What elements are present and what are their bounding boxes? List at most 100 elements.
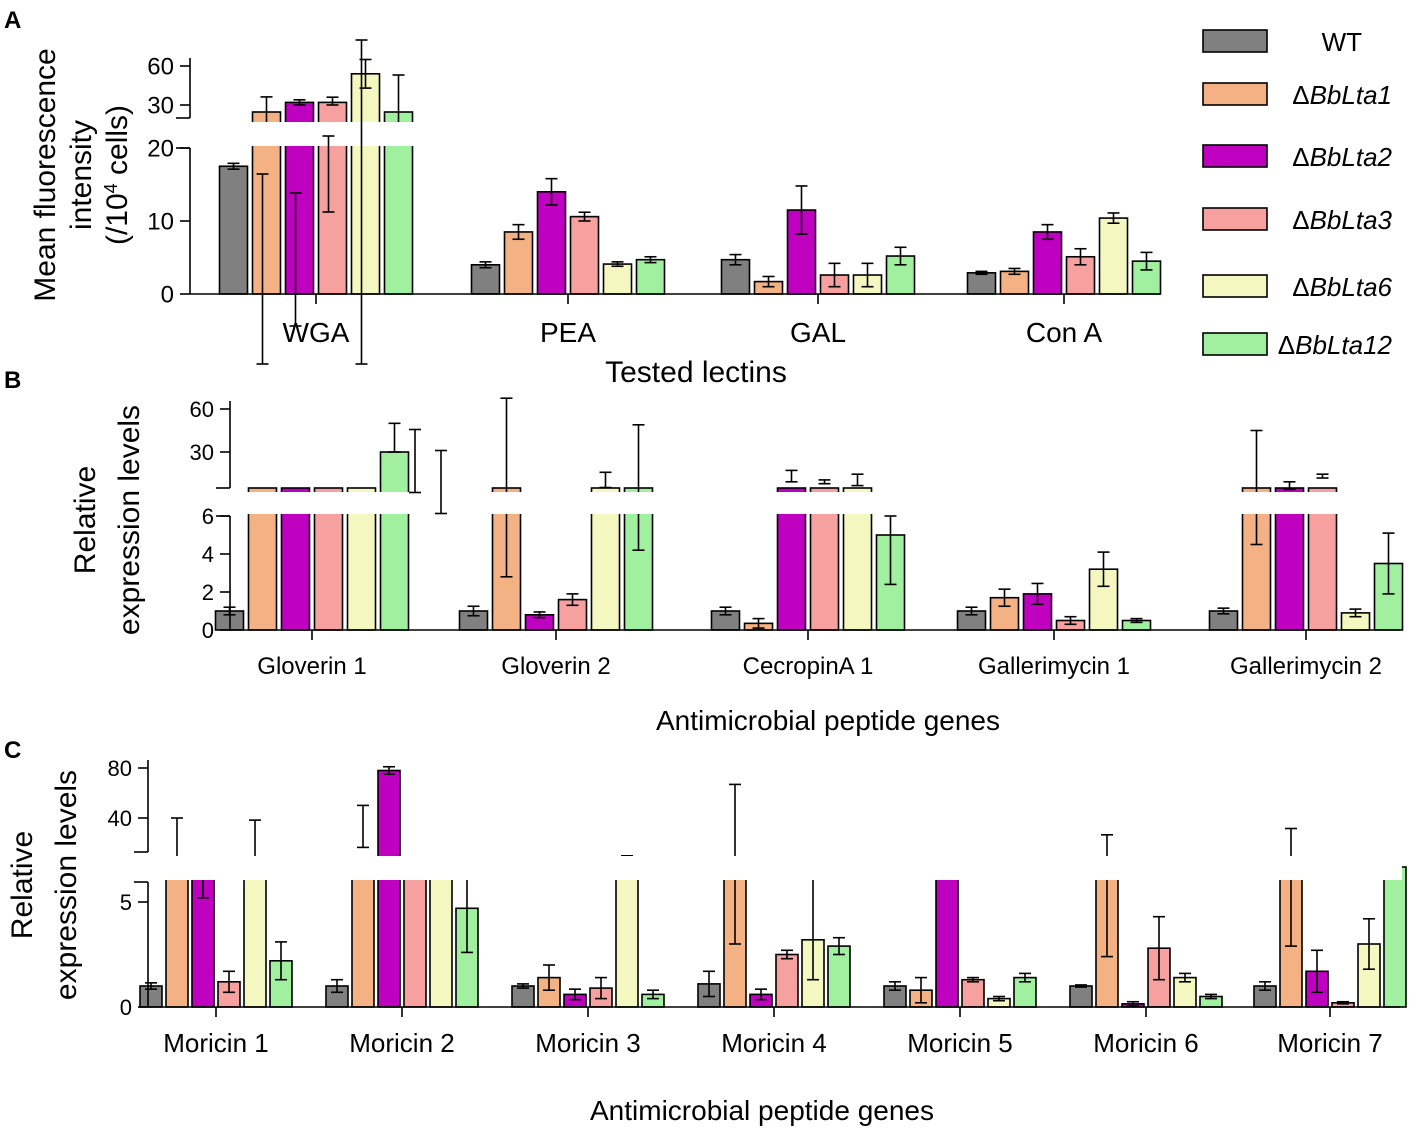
x-tick-label: Con A [1026,317,1103,348]
bar [637,260,665,294]
y-axis-title-line: intensity [65,120,98,230]
bar [1100,218,1128,294]
x-tick-label: Gloverin 1 [257,653,366,680]
legend-swatch [1203,83,1267,105]
bar [776,955,798,1008]
y-axis-title-superscript: 4 [101,183,121,193]
legend-label: ΔBbLta12 [1278,330,1393,360]
legend-label: ΔBbLta6 [1292,272,1392,302]
legend-label-italic: BbLta1 [1310,80,1392,110]
bar [571,217,599,294]
bar [472,265,500,294]
x-tick-label: Moricin 2 [349,1028,454,1058]
y-axis-title-line: Relative [69,466,102,574]
y-tick-label: 80 [108,756,132,781]
bar [430,867,452,1007]
legend-label-prefix: Δ [1292,205,1309,235]
y-axis-title-line: (/104 cells) [101,105,134,245]
bar [505,232,533,294]
bar [604,264,632,294]
legend-swatch [1203,333,1267,355]
figure: WTΔBbLta1ΔBbLta2ΔBbLta3ΔBbLta6ΔBbLta12 A… [0,0,1424,1131]
y-tick-label: 0 [161,282,174,309]
legend-label-italic: BbLta2 [1310,142,1393,172]
bar [352,867,374,1007]
y-tick-label: 60 [147,54,174,81]
bar [166,867,188,1007]
bar [968,273,996,294]
y-tick-label: 6 [202,504,214,529]
x-tick-label: Moricin 4 [721,1028,826,1058]
legend-label-prefix: Δ [1292,272,1309,302]
legend-label-italic: BbLta3 [1310,205,1393,235]
bar [1384,867,1406,1007]
bar [352,74,380,294]
y-tick-label: 20 [147,136,174,163]
panel-letter: B [4,367,21,394]
y-tick-label: 0 [120,995,132,1020]
legend-label: WT [1322,27,1363,57]
y-axis-title-line: expression levels [113,405,146,635]
y-axis-title-part: (/10 [101,193,134,245]
bar [538,192,566,294]
x-axis-title: Antimicrobial peptide genes [590,1095,934,1126]
legend-label: ΔBbLta1 [1292,80,1392,110]
x-tick-label: Moricin 3 [535,1028,640,1058]
x-tick-label: Moricin 7 [1277,1028,1382,1058]
bar [220,166,248,294]
legend-label-prefix: Δ [1292,142,1309,172]
x-tick-label: WGA [283,317,350,348]
panel-a: A 0 10 20 30 60 WGA PEA GAL Con A Tested lectins Me… [4,7,1162,389]
y-axis-title-line: Relative [6,831,39,939]
legend-swatch [1203,145,1267,167]
bar [378,771,400,1008]
y-tick-label: 30 [147,93,174,120]
x-tick-label: Moricin 5 [907,1028,1012,1058]
legend-swatch [1203,30,1267,52]
y-axis-title: Relative expression levels [69,405,146,635]
x-tick-label: PEA [540,317,596,348]
x-axis-title: Tested lectins [605,356,787,389]
y-tick-label: 5 [120,890,132,915]
legend-label-italic: BbLta12 [1295,330,1392,360]
bar [381,452,409,630]
x-tick-label: Gallerimycin 2 [1230,653,1382,680]
legend-label-prefix: Δ [1278,330,1295,360]
y-tick-label: 40 [108,806,132,831]
axis-break-gap [150,856,1402,880]
bar [1034,232,1062,294]
x-tick-label: GAL [790,317,846,348]
bar [244,867,266,1007]
y-axis-title: Mean fluorescence intensity (/104 cells) [29,48,134,301]
y-tick-label: 30 [190,440,214,465]
y-axis-title-line: Mean fluorescence [29,48,62,301]
y-axis-title-part: cells) [101,105,134,183]
axis-break-gap [192,122,1162,146]
y-tick-label: 60 [190,397,214,422]
legend-label-italic: BbLta6 [1310,272,1393,302]
legend-label: ΔBbLta2 [1292,142,1392,172]
legend-label-prefix: Δ [1292,80,1309,110]
legend-label-text: WT [1322,27,1363,57]
bar [616,867,638,1007]
y-tick-label: 4 [202,542,214,567]
y-axis-title: Relative expression levels [6,770,83,1000]
legend-swatch [1203,275,1267,297]
y-tick-label: 0 [202,618,214,643]
legend-label: ΔBbLta3 [1292,205,1392,235]
x-tick-label: Gallerimycin 1 [978,653,1130,680]
y-axis-title-line: expression levels [50,770,83,1000]
bar [1070,986,1092,1007]
axis-break-gap [232,492,1402,514]
y-tick-label: 2 [202,580,214,605]
x-tick-label: Moricin 6 [1093,1028,1198,1058]
bar [404,867,426,1007]
bar [512,986,534,1007]
legend-swatch [1203,208,1267,230]
x-axis-title: Antimicrobial peptide genes [656,705,1000,736]
x-tick-label: CecropinA 1 [743,653,874,680]
x-tick-label: Moricin 1 [163,1028,268,1058]
panel-letter: C [4,737,21,764]
